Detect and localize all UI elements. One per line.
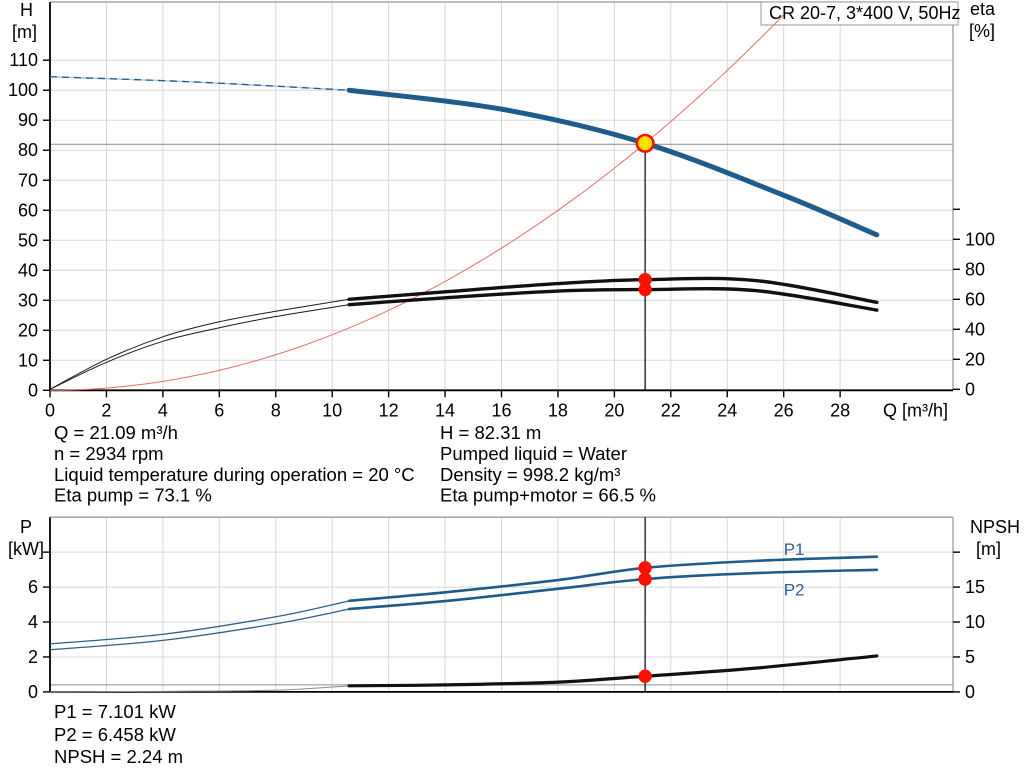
svg-text:60: 60 [18,200,38,220]
svg-text:14: 14 [435,400,455,420]
svg-text:70: 70 [18,170,38,190]
svg-text:40: 40 [18,260,38,280]
svg-text:80: 80 [965,259,985,279]
svg-text:P1: P1 [784,540,805,559]
svg-text:4: 4 [28,612,38,632]
svg-text:[m]: [m] [976,539,1001,559]
svg-text:P2 = 6.458 kW: P2 = 6.458 kW [54,724,176,745]
svg-text:26: 26 [774,400,794,420]
svg-text:Eta pump+motor = 66.5 %: Eta pump+motor = 66.5 % [440,485,656,506]
svg-text:20: 20 [18,320,38,340]
svg-text:0: 0 [965,682,975,702]
svg-text:0: 0 [45,400,55,420]
svg-text:H = 82.31 m: H = 82.31 m [440,422,541,443]
svg-text:P1 = 7.101 kW: P1 = 7.101 kW [54,701,176,722]
svg-text:110: 110 [9,50,38,70]
svg-text:[m]: [m] [12,22,37,42]
svg-text:40: 40 [965,319,985,339]
svg-text:0: 0 [28,380,38,400]
svg-text:n = 2934 rpm: n = 2934 rpm [54,443,164,464]
svg-text:90: 90 [18,110,38,130]
svg-text:Eta pump = 73.1 %: Eta pump = 73.1 % [54,485,212,506]
svg-text:CR 20-7, 3*400 V, 50Hz: CR 20-7, 3*400 V, 50Hz [769,3,960,23]
svg-text:6: 6 [214,400,224,420]
svg-text:15: 15 [965,577,985,597]
svg-text:Pumped liquid = Water: Pumped liquid = Water [440,443,627,464]
svg-text:eta: eta [970,0,996,19]
svg-text:10: 10 [965,612,985,632]
svg-text:80: 80 [18,140,38,160]
svg-text:24: 24 [717,400,737,420]
svg-text:12: 12 [379,400,399,420]
svg-text:Density = 998.2 kg/m³: Density = 998.2 kg/m³ [440,464,620,485]
svg-text:2: 2 [28,647,38,667]
svg-text:22: 22 [661,400,681,420]
svg-text:20: 20 [604,400,624,420]
svg-text:8: 8 [271,400,281,420]
svg-text:28: 28 [830,400,850,420]
svg-text:[%]: [%] [969,21,995,41]
svg-text:NPSH: NPSH [970,517,1020,537]
svg-text:0: 0 [28,682,38,702]
svg-text:2: 2 [101,400,111,420]
svg-text:50: 50 [18,230,38,250]
svg-text:Q = 21.09 m³/h: Q = 21.09 m³/h [54,422,178,443]
svg-text:Liquid temperature during oper: Liquid temperature during operation = 20… [54,464,415,485]
svg-text:10: 10 [322,400,342,420]
svg-text:[kW]: [kW] [8,539,44,559]
svg-text:6: 6 [28,577,38,597]
svg-text:10: 10 [18,350,38,370]
svg-text:16: 16 [491,400,511,420]
svg-text:60: 60 [965,289,985,309]
svg-text:P: P [20,517,32,537]
svg-text:100: 100 [965,229,995,249]
svg-text:20: 20 [965,349,985,369]
svg-text:H: H [20,0,33,20]
svg-text:NPSH = 2.24 m: NPSH = 2.24 m [54,746,183,767]
svg-text:100: 100 [8,80,38,100]
svg-text:4: 4 [158,400,168,420]
svg-text:Q [m³/h]: Q [m³/h] [883,400,948,420]
svg-text:0: 0 [965,379,975,399]
svg-text:5: 5 [965,647,975,667]
svg-text:30: 30 [18,290,38,310]
svg-text:P2: P2 [784,581,805,600]
svg-text:18: 18 [548,400,568,420]
